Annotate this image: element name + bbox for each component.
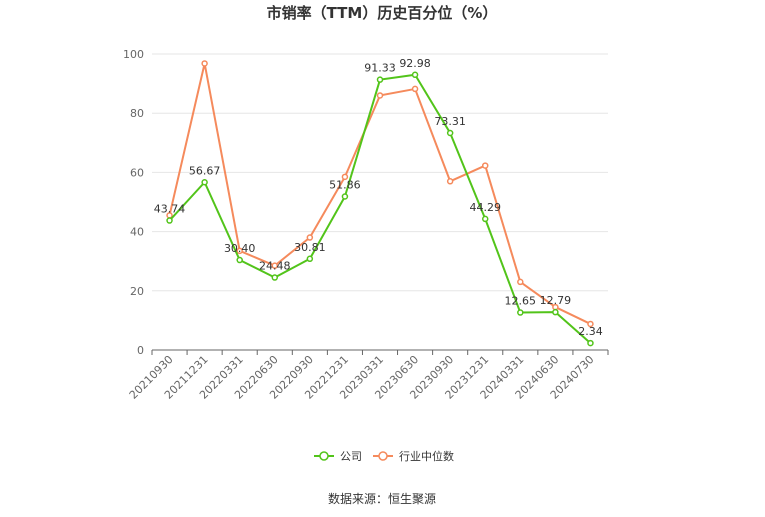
series-line-industry-median xyxy=(168,62,591,325)
data-source: 数据来源：恒生聚源 xyxy=(328,491,436,506)
series-layer xyxy=(166,60,594,347)
data-label: 91.33 xyxy=(364,62,396,75)
y-axis-ticks: 0 20 40 60 80 100 xyxy=(123,48,144,357)
y-tick-label-60: 60 xyxy=(130,166,144,179)
data-point xyxy=(306,255,314,263)
data-point xyxy=(517,278,524,286)
data-point xyxy=(306,234,314,241)
data-point xyxy=(481,215,489,223)
y-tick-label-0: 0 xyxy=(137,344,144,357)
legend-label: 公司 xyxy=(340,450,362,463)
data-point xyxy=(376,76,384,83)
legend-item-company: 公司 xyxy=(314,450,362,463)
x-axis: 2021093020211231202203312022063020220930… xyxy=(127,349,609,402)
data-point xyxy=(446,178,454,185)
data-label: 30.81 xyxy=(294,241,326,254)
data-label: 24.48 xyxy=(259,260,291,273)
data-label: 2.34 xyxy=(578,325,603,338)
data-point xyxy=(166,217,173,224)
data-point xyxy=(201,60,208,67)
data-label: 12.65 xyxy=(505,295,537,308)
data-point xyxy=(517,309,524,316)
legend-marker xyxy=(378,451,388,461)
grid-lines xyxy=(152,53,608,292)
data-point xyxy=(201,179,208,186)
legend-marker xyxy=(319,451,329,461)
data-label: 12.79 xyxy=(540,294,572,307)
data-point xyxy=(587,339,594,347)
data-point xyxy=(411,71,419,79)
data-label: 73.31 xyxy=(434,115,466,128)
data-point xyxy=(341,193,349,200)
y-tick-label-20: 20 xyxy=(130,285,144,298)
data-point xyxy=(411,85,419,93)
data-point xyxy=(271,274,279,281)
data-point xyxy=(446,129,454,137)
y-tick-label-40: 40 xyxy=(130,226,144,239)
data-point xyxy=(236,247,243,255)
legend: 公司 行业中位数 xyxy=(314,449,454,463)
data-label: 56.67 xyxy=(189,164,221,177)
data-label: 30.40 xyxy=(224,242,256,255)
data-point xyxy=(481,162,489,169)
data-label: 43.74 xyxy=(154,203,186,216)
y-tick-label-80: 80 xyxy=(130,107,144,120)
data-point xyxy=(341,173,349,181)
data-point xyxy=(236,256,243,264)
data-point xyxy=(552,308,559,316)
y-tick-label-100: 100 xyxy=(123,48,144,61)
data-label: 44.29 xyxy=(469,201,501,214)
chart-title: 市销率（TTM）历史百分位（%） xyxy=(267,4,498,22)
data-label: 92.98 xyxy=(399,57,431,70)
legend-item-industry-median: 行业中位数 xyxy=(373,449,454,463)
legend-label: 行业中位数 xyxy=(399,449,454,463)
data-point xyxy=(587,320,594,328)
data-point xyxy=(271,262,279,269)
data-label: 51.86 xyxy=(329,178,361,191)
data-point xyxy=(376,92,384,99)
